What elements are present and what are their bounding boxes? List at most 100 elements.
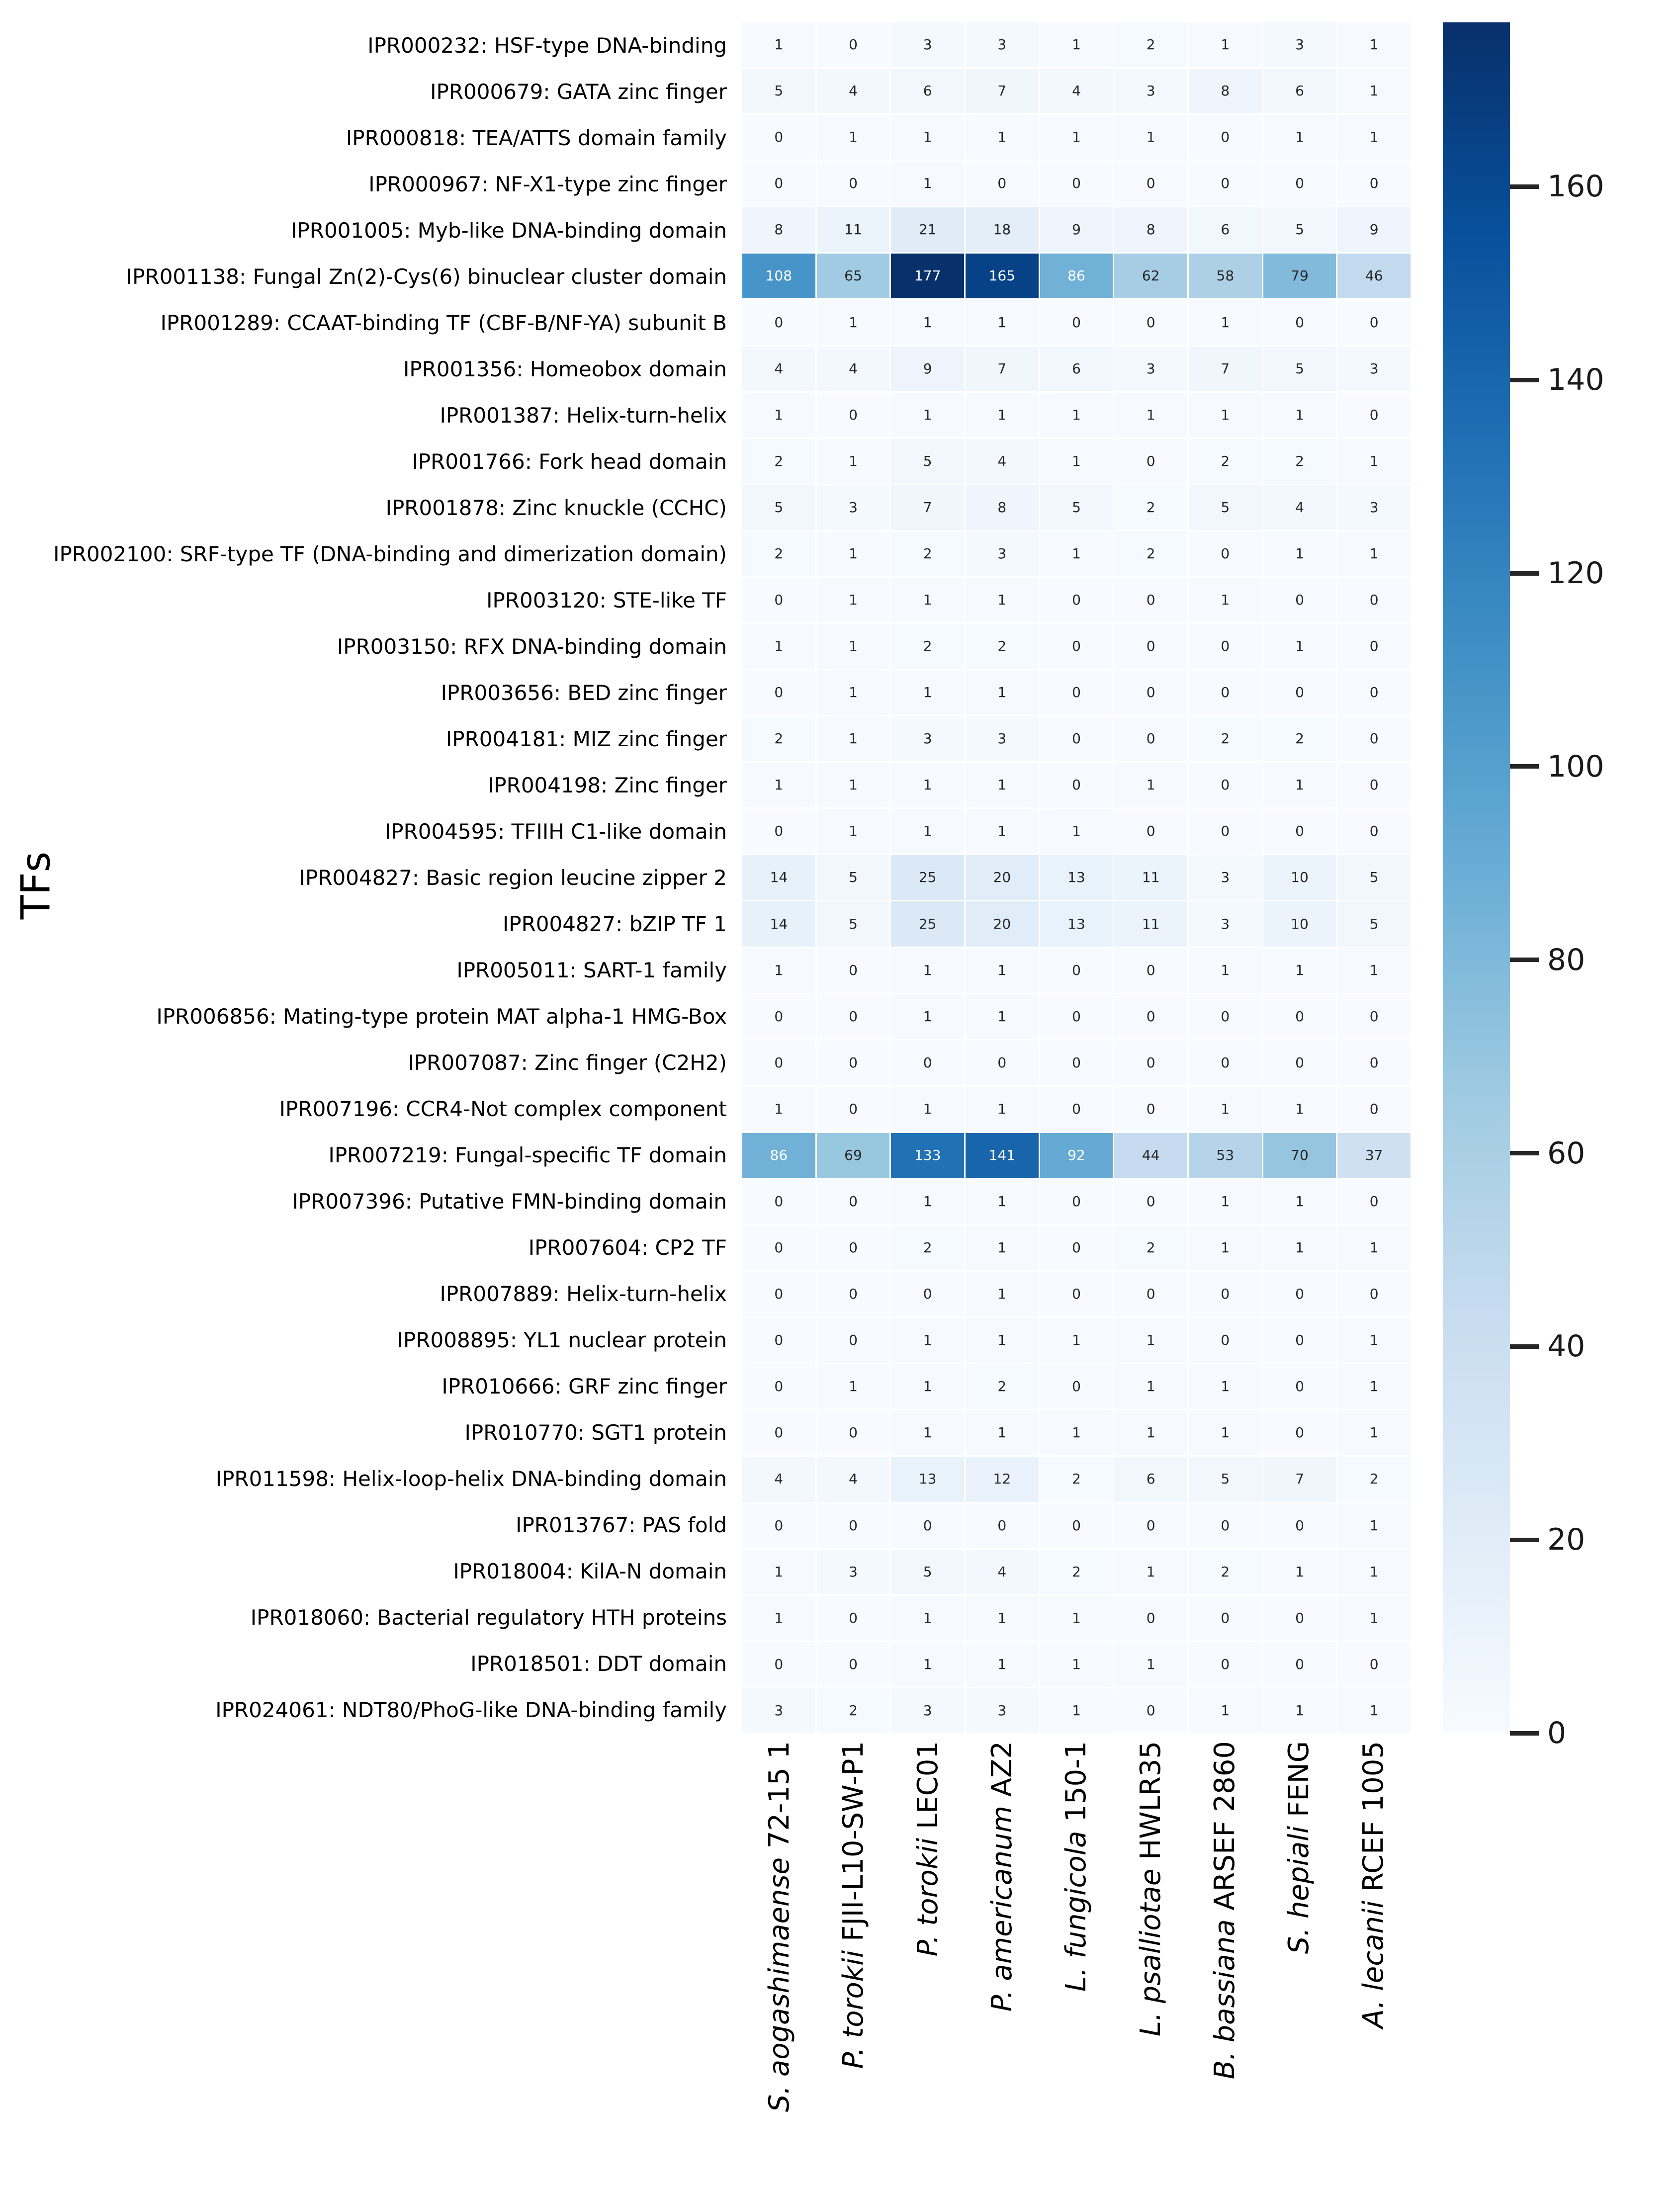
y-tick-label: IPR011598: Helix-loop-helix DNA-binding … xyxy=(215,1467,727,1491)
heatmap-cell: 2 xyxy=(816,1688,890,1733)
heatmap-cell: 7 xyxy=(966,346,1039,391)
heatmap-cell: 11 xyxy=(1114,901,1187,947)
heatmap-cell: 0 xyxy=(816,994,890,1039)
heatmap-cell: 0 xyxy=(1189,624,1262,669)
heatmap-cell: 3 xyxy=(891,22,964,68)
heatmap-cell: 1 xyxy=(1337,1595,1411,1641)
heatmap-cell: 7 xyxy=(891,485,964,530)
heatmap-cell: 0 xyxy=(742,994,815,1039)
heatmap-cell: 1 xyxy=(891,1318,964,1363)
heatmap-cell: 1 xyxy=(742,1549,815,1594)
heatmap-cell: 0 xyxy=(891,1040,964,1085)
species-name: S. aogashimaense xyxy=(763,1857,796,2112)
heatmap-cell: 0 xyxy=(742,161,815,206)
colorbar-tick xyxy=(1510,571,1539,576)
heatmap-cell: 5 xyxy=(891,438,964,484)
heatmap-cell: 0 xyxy=(966,1040,1039,1085)
x-tick-label: S. aogashimaense 72-15 1 xyxy=(742,1741,816,2179)
heatmap-cell: 1 xyxy=(1189,300,1262,345)
heatmap-cell: 3 xyxy=(1263,22,1336,68)
heatmap-cell: 0 xyxy=(816,1642,890,1687)
heatmap-cell: 4 xyxy=(816,346,890,391)
heatmap-cell: 10 xyxy=(1263,855,1336,900)
heatmap-cell: 1 xyxy=(1040,531,1113,576)
heatmap-cell: 86 xyxy=(1040,254,1113,299)
heatmap-cell: 13 xyxy=(1040,901,1113,947)
heatmap-cell: 0 xyxy=(742,670,815,715)
heatmap-cell: 0 xyxy=(1189,161,1262,206)
heatmap-cell: 1 xyxy=(1337,948,1411,993)
heatmap-cell: 0 xyxy=(742,1225,815,1271)
heatmap-cell: 0 xyxy=(742,1272,815,1317)
heatmap-cell: 0 xyxy=(1337,809,1411,854)
heatmap-cell: 25 xyxy=(891,901,964,947)
y-tick-label: IPR004198: Zinc finger xyxy=(487,773,727,797)
heatmap-cell: 0 xyxy=(816,1410,890,1456)
heatmap-cell: 0 xyxy=(742,115,815,160)
heatmap-cell: 1 xyxy=(1114,115,1187,160)
y-tick-label: IPR008895: YL1 nuclear protein xyxy=(397,1328,727,1352)
heatmap-cell: 6 xyxy=(891,69,964,114)
heatmap-cell: 1 xyxy=(1337,1225,1411,1271)
heatmap-cell: 2 xyxy=(891,1225,964,1271)
heatmap-cell: 0 xyxy=(1114,1503,1187,1548)
heatmap-cell: 0 xyxy=(742,300,815,345)
heatmap-cell: 1 xyxy=(891,300,964,345)
heatmap-cell: 2 xyxy=(1189,716,1262,762)
heatmap-cell: 0 xyxy=(816,392,890,437)
heatmap-cell: 1 xyxy=(1040,22,1113,68)
heatmap-cell: 5 xyxy=(1337,901,1411,947)
heatmap-cell: 5 xyxy=(742,69,815,114)
heatmap-cell: 1 xyxy=(1337,1318,1411,1363)
heatmap-cell: 1 xyxy=(1040,1642,1113,1687)
heatmap-cell: 5 xyxy=(816,901,890,947)
heatmap-cell: 2 xyxy=(1263,438,1336,484)
heatmap-cell: 62 xyxy=(1114,254,1187,299)
heatmap-cell: 0 xyxy=(1040,577,1113,623)
strain-name: ARSEF 2860 xyxy=(1209,1741,1241,1920)
heatmap-cell: 1 xyxy=(1189,392,1262,437)
heatmap-cell: 2 xyxy=(1114,531,1187,576)
heatmap-cell: 0 xyxy=(1040,1225,1113,1271)
heatmap-cell: 0 xyxy=(1263,994,1336,1039)
heatmap-cell: 1 xyxy=(1263,763,1336,808)
strain-name: LEC01 xyxy=(911,1741,944,1838)
heatmap-cell: 0 xyxy=(1114,438,1187,484)
heatmap-cell: 0 xyxy=(1337,300,1411,345)
heatmap-cell: 1 xyxy=(966,948,1039,993)
heatmap-cell: 0 xyxy=(1337,1040,1411,1085)
heatmap-cell: 2 xyxy=(1040,1457,1113,1502)
x-tick-label: S. hepiali FENG xyxy=(1262,1741,1336,2179)
heatmap-cell: 65 xyxy=(816,254,890,299)
heatmap-cell: 2 xyxy=(1114,485,1187,530)
y-tick-label: IPR018501: DDT domain xyxy=(470,1652,727,1676)
heatmap-cell: 5 xyxy=(1263,346,1336,391)
heatmap-cell: 2 xyxy=(742,438,815,484)
heatmap-cell: 1 xyxy=(1114,392,1187,437)
heatmap-cell: 0 xyxy=(1040,763,1113,808)
heatmap-cell: 69 xyxy=(816,1133,890,1178)
x-tick-label: A. lecanii RCEF 1005 xyxy=(1336,1741,1411,2179)
heatmap-cell: 0 xyxy=(1040,1086,1113,1132)
heatmap-cell: 3 xyxy=(966,22,1039,68)
heatmap-cell: 0 xyxy=(1337,577,1411,623)
heatmap-cell: 1 xyxy=(891,1364,964,1409)
heatmap-cell: 1 xyxy=(816,115,890,160)
heatmap-cell: 1 xyxy=(1337,1364,1411,1409)
heatmap-cell: 0 xyxy=(1263,809,1336,854)
strain-name: 72-15 1 xyxy=(763,1741,796,1857)
y-tick-label: IPR007889: Helix-turn-helix xyxy=(440,1282,727,1306)
y-tick-label: IPR003120: STE-like TF xyxy=(486,588,727,612)
heatmap-cell: 1 xyxy=(891,809,964,854)
heatmap-cell: 20 xyxy=(966,901,1039,947)
heatmap-cell: 0 xyxy=(1114,1272,1187,1317)
heatmap-cell: 0 xyxy=(1114,161,1187,206)
heatmap-cell: 0 xyxy=(1189,763,1262,808)
heatmap-cell: 0 xyxy=(1337,1086,1411,1132)
colorbar-tick-label: 0 xyxy=(1547,1716,1567,1750)
heatmap-cell: 21 xyxy=(891,207,964,253)
heatmap-cell: 6 xyxy=(1040,346,1113,391)
heatmap-cell: 2 xyxy=(1189,438,1262,484)
y-tick-label: IPR004827: bZIP TF 1 xyxy=(502,912,727,936)
heatmap-cell: 1 xyxy=(1040,1318,1113,1363)
